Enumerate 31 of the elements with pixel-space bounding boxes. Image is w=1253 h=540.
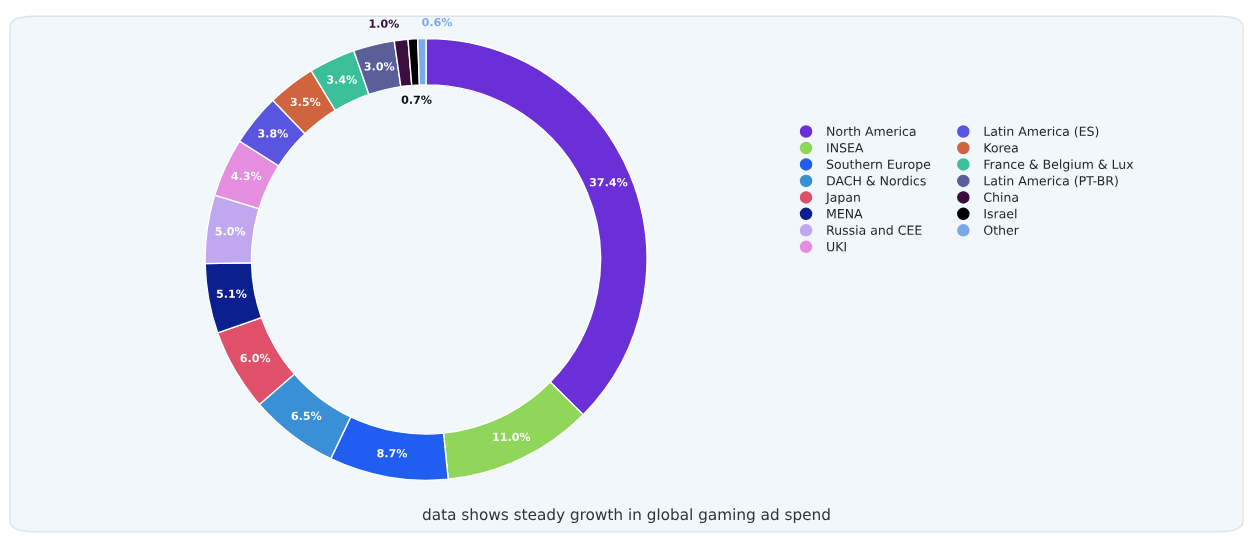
legend-label: China: [984, 192, 1018, 202]
legend-label: DACH & Nordics: [827, 175, 926, 186]
legend-label: Japan: [825, 192, 860, 205]
data-label: 3.8%: [258, 129, 288, 138]
legend-label: Latin America (ES): [984, 126, 1099, 138]
data-label: 3.0%: [364, 62, 395, 71]
data-label: 0.6%: [422, 17, 453, 27]
data-label: 3.4%: [327, 75, 357, 84]
legend-label: Korea: [984, 143, 1018, 153]
data-label: 4.3%: [231, 171, 262, 181]
data-label: 3.5%: [290, 97, 321, 107]
legend-label: Southern Europe: [826, 159, 931, 172]
data-label: 5.0%: [215, 227, 246, 236]
legend-label: Russia and CEE: [827, 225, 922, 235]
legend-label: Latin America (PT-BR): [984, 175, 1118, 187]
legend-label: Other: [984, 225, 1019, 235]
legend-label: MENA: [827, 209, 863, 219]
legend-label: INSEA: [827, 143, 864, 153]
data-label: 0.7%: [401, 95, 432, 104]
legend-label: Israel: [984, 208, 1017, 219]
data-label: 1.0%: [369, 19, 399, 28]
legend-label: UKI: [827, 242, 846, 252]
data-label: 5.1%: [216, 289, 247, 298]
data-label: 6.5%: [291, 411, 322, 421]
data-label: 37.4%: [589, 178, 628, 187]
text: data shows steady growth in global gaming ad spend: [422, 508, 830, 524]
data-label: 11.0%: [493, 432, 531, 442]
legend-label: North America: [827, 126, 916, 137]
data-label: 8.7%: [377, 449, 408, 458]
data-label: 6.0%: [240, 353, 271, 363]
legend-label: France & Belgium & Lux: [984, 159, 1134, 172]
